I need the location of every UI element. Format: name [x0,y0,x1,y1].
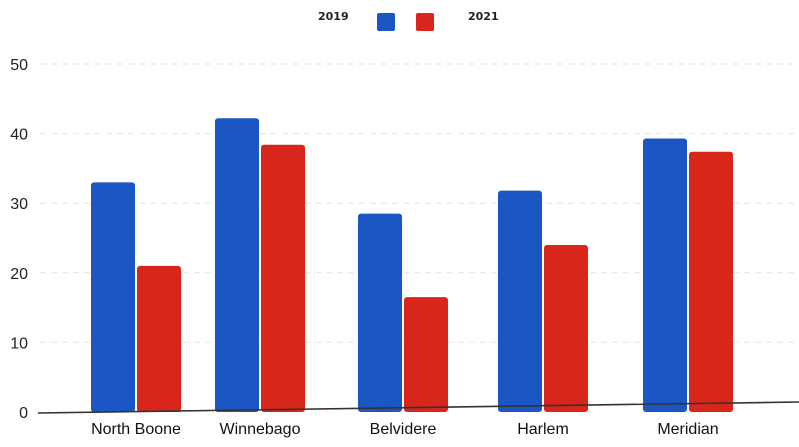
legend-label-2019: 2019 [318,10,349,23]
x-category-label: Winnebago [220,421,301,438]
x-category-label: Belvidere [370,421,437,438]
legend-swatch-2019 [377,13,395,31]
bar-2021-harlem [544,244,588,412]
x-category-label: Harlem [517,421,569,438]
bar-2019-meridian [643,138,687,413]
bar-2021-belvidere [404,297,448,412]
bar-2019-winnebago [215,118,259,413]
x-axis-line [37,401,799,414]
x-category-label: North Boone [91,421,181,438]
y-tick-label: 50 [10,57,28,74]
y-tick-label: 30 [10,196,28,213]
bar-2021-meridian [689,151,733,413]
legend-swatch-2021 [416,13,434,31]
bar-2019-north-boone [91,182,135,412]
y-tick-label: 0 [19,405,28,422]
legend-label-2021: 2021 [468,10,499,23]
bar-2019-harlem [498,190,542,412]
y-tick-label: 20 [10,266,28,283]
x-category-label: Meridian [657,421,718,438]
y-tick-label: 40 [10,127,28,144]
y-tick-label: 10 [10,335,28,352]
bar-2019-belvidere [358,213,402,412]
bar-2021-winnebago [261,144,305,412]
bar-2021-north-boone [137,265,181,412]
